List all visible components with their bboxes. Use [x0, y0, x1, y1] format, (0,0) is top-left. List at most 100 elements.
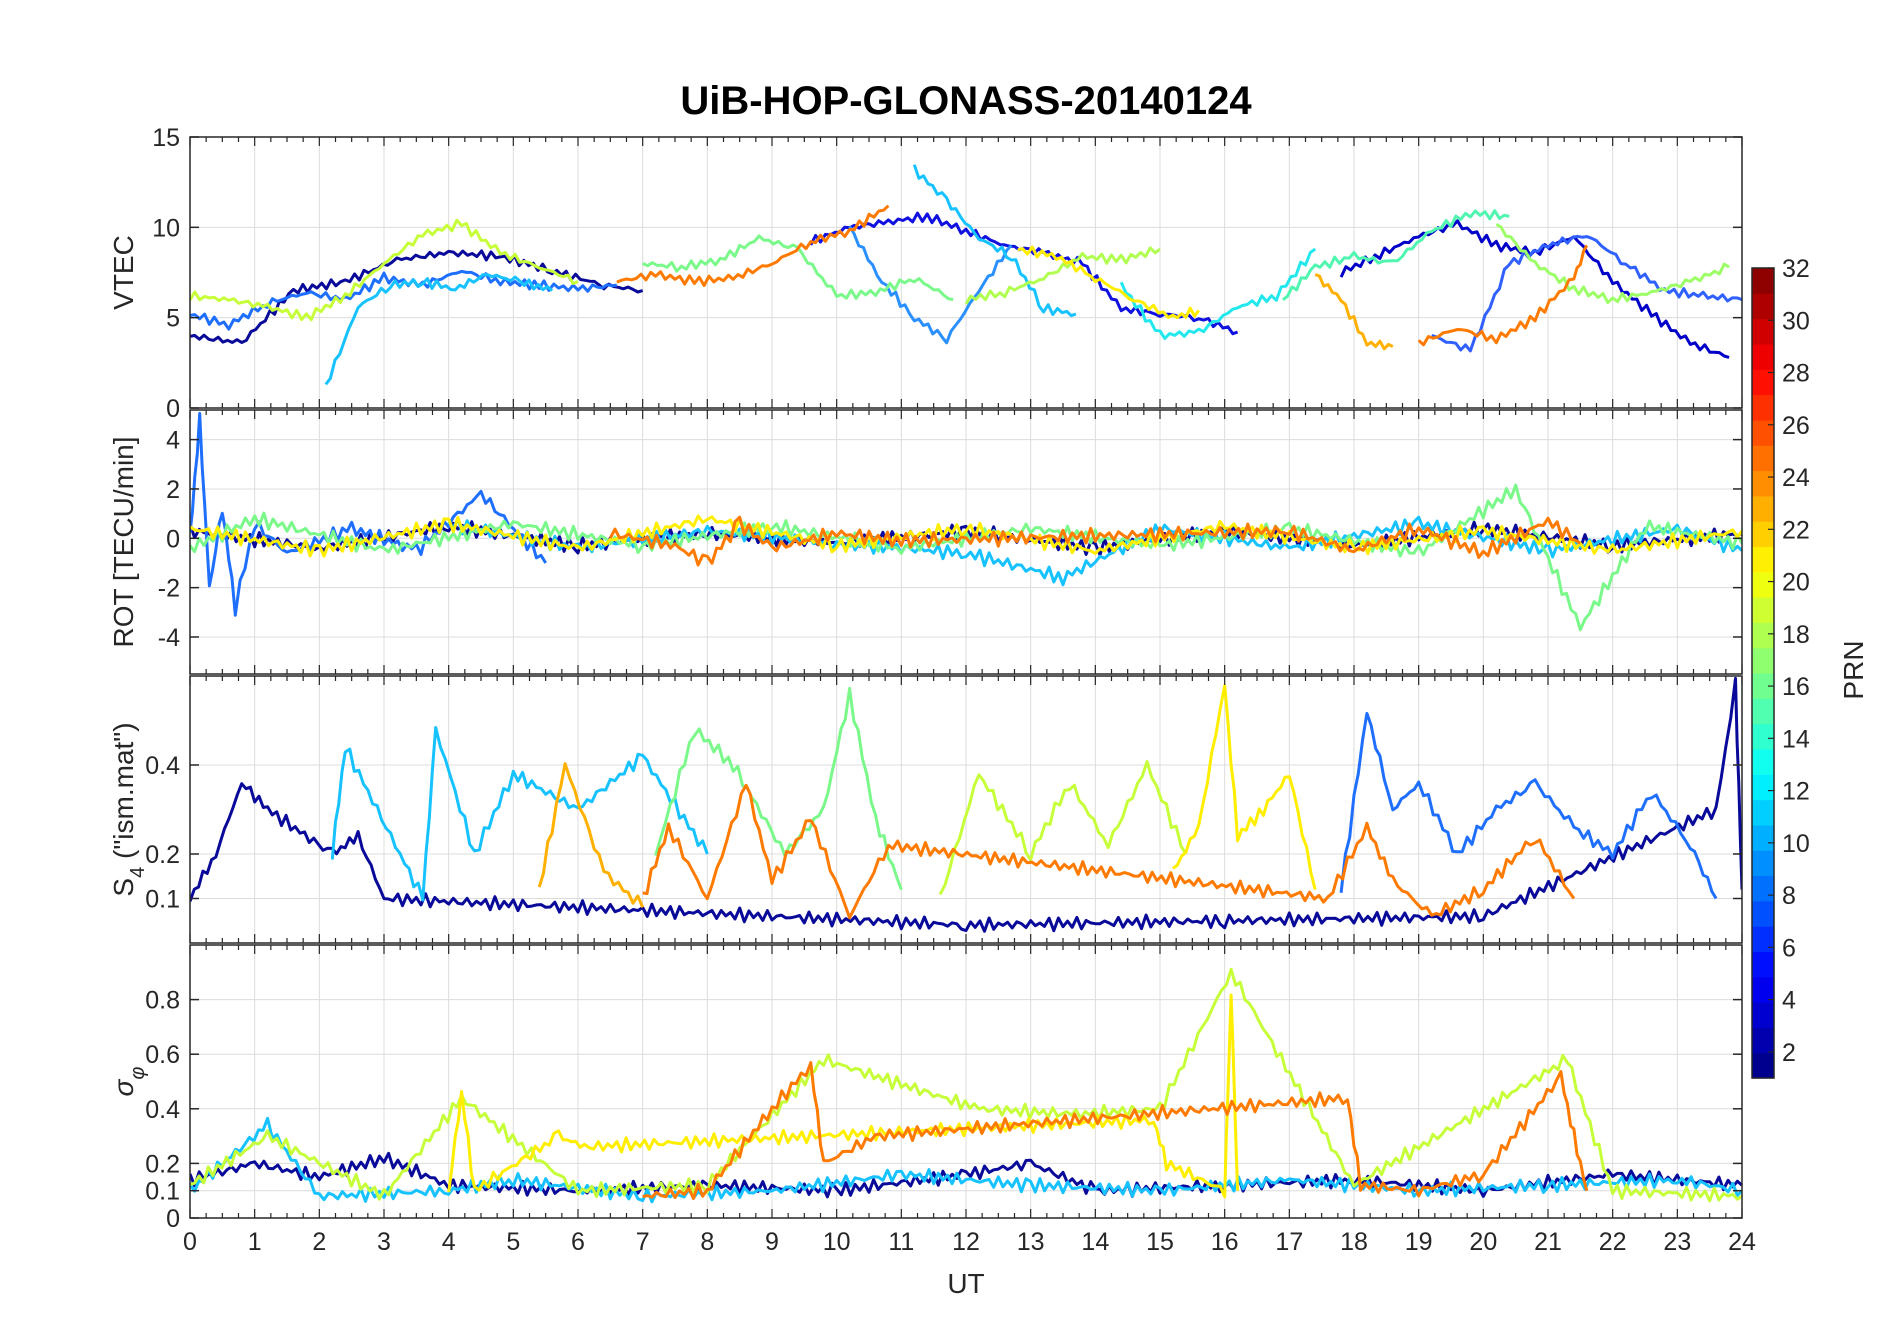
colorbar-swatch	[1752, 470, 1774, 497]
colorbar-swatch	[1752, 1052, 1774, 1079]
x-tick-label: 19	[1405, 1228, 1433, 1256]
series-line-prn-18	[190, 218, 579, 322]
y-tick-label: 2	[166, 476, 180, 504]
series-group	[190, 676, 1742, 933]
y-axis-label: VTEC	[108, 235, 139, 310]
series-line-prn-8	[190, 269, 617, 331]
series-line-prn-14	[1281, 209, 1510, 301]
series-line-prn-22	[537, 762, 645, 908]
y-tick-label: -2	[158, 575, 180, 603]
y-tick-label: 0.6	[145, 1041, 180, 1069]
colorbar-swatch	[1752, 622, 1774, 649]
colorbar-swatch	[1752, 774, 1774, 801]
colorbar-swatch	[1752, 673, 1774, 699]
colorbar-swatch	[1752, 546, 1774, 573]
series-line-prn-20	[1172, 684, 1317, 890]
series-line-prn-2	[190, 520, 1742, 557]
colorbar-swatch	[1752, 597, 1774, 623]
colorbar-swatch	[1752, 900, 1774, 927]
x-tick-label: 2	[312, 1228, 326, 1256]
series-group	[190, 967, 1742, 1204]
y-tick-label: 0.2	[145, 1150, 180, 1178]
x-tick-label: 13	[1017, 1228, 1045, 1256]
colorbar-swatch	[1752, 419, 1774, 446]
x-tick-label: 14	[1081, 1228, 1109, 1256]
x-tick-label: 10	[823, 1228, 851, 1256]
colorbar-tick-label: 32	[1782, 255, 1810, 283]
colorbar-tick-label: 30	[1782, 307, 1810, 335]
colorbar-swatch	[1752, 293, 1774, 320]
x-tick-label: 17	[1275, 1228, 1303, 1256]
colorbar-swatch	[1752, 926, 1774, 953]
series-line-prn-8	[190, 412, 547, 617]
series-line-prn-24	[642, 783, 1576, 920]
x-tick-label: 11	[888, 1228, 914, 1256]
x-tick-label: 22	[1599, 1228, 1627, 1256]
colorbar-tick-label: 18	[1782, 621, 1810, 649]
panel-2: -4 -2 0 2 4 ROT [TECU/min]	[108, 409, 1743, 675]
colorbar-tick-label: 2	[1782, 1039, 1796, 1067]
series-line-prn-2	[190, 249, 644, 344]
y-tick-label: 0	[166, 395, 180, 423]
x-tick-label: 3	[377, 1228, 391, 1256]
series-line-prn-11	[912, 164, 1077, 318]
y-tick-label: 0.2	[145, 841, 180, 869]
x-tick-label: 5	[506, 1228, 520, 1256]
y-tick-label: 0	[166, 525, 180, 553]
x-tick-label: 21	[1534, 1228, 1562, 1256]
y-axis-label: σφ	[108, 1067, 149, 1097]
colorbar-swatch	[1752, 799, 1774, 826]
series-line-prn-8	[1339, 711, 1718, 900]
x-tick-label: 7	[636, 1228, 650, 1256]
y-tick-label: 5	[166, 305, 180, 333]
y-axis-label: S4 ("ism.mat")	[108, 722, 149, 896]
series-line-prn-22	[1314, 273, 1394, 351]
colorbar-tick-label: 10	[1782, 830, 1810, 858]
y-tick-label: -4	[158, 624, 180, 652]
series-line-prn-11	[324, 273, 554, 386]
series-group	[190, 164, 1742, 386]
y-tick-label: 0.1	[145, 886, 180, 914]
colorbar-swatch	[1752, 495, 1774, 522]
series-line-prn-18	[938, 760, 1188, 896]
colorbar-tick-label: 28	[1782, 360, 1810, 388]
x-tick-label: 15	[1146, 1228, 1174, 1256]
colorbar-swatch	[1752, 824, 1774, 851]
x-tick-label: 8	[700, 1228, 714, 1256]
colorbar-tick-label: 4	[1782, 987, 1796, 1015]
colorbar-swatch	[1752, 850, 1774, 877]
colorbar-swatch	[1752, 951, 1774, 978]
colorbar-swatch	[1752, 748, 1774, 775]
y-tick-label: 0.1	[145, 1178, 180, 1206]
colorbar-tick-label: 24	[1782, 464, 1810, 492]
x-tick-label: 1	[248, 1228, 262, 1256]
colorbar-swatch	[1752, 571, 1774, 598]
colorbar-swatch	[1752, 521, 1774, 548]
colorbar-tick-label: 6	[1782, 934, 1796, 962]
x-tick-label: 16	[1211, 1228, 1239, 1256]
series-line-prn-12	[1119, 247, 1317, 340]
y-tick-label: 0.8	[145, 987, 180, 1015]
colorbar-swatch	[1752, 1027, 1774, 1054]
series-line-prn-11	[330, 726, 709, 902]
series-line-prn-24	[616, 204, 890, 287]
colorbar-swatch	[1752, 369, 1774, 396]
x-tick-label: 18	[1340, 1228, 1368, 1256]
colorbar-swatch	[1752, 976, 1774, 1003]
colorbar-tick-label: 20	[1782, 569, 1810, 597]
colorbar-swatch	[1752, 394, 1774, 421]
colorbar-swatch	[1752, 445, 1774, 472]
x-tick-label: 20	[1469, 1228, 1497, 1256]
colorbar-tick-label: 26	[1782, 412, 1810, 440]
panel-4: 00.10.2 0.4 0.6 0.8 σφ	[108, 944, 1743, 1233]
series-line-prn-9	[848, 225, 1013, 345]
panel-3: 0.1 0.2 0.4S4 ("ism.mat")	[108, 675, 1743, 944]
x-tick-label: 6	[571, 1228, 585, 1256]
x-tick-label: 12	[952, 1228, 980, 1256]
colorbar-swatch	[1752, 1002, 1774, 1028]
series-line-prn-18	[190, 967, 1742, 1203]
colorbar-tick-label: 12	[1782, 778, 1810, 806]
x-tick-label: 23	[1663, 1228, 1691, 1256]
